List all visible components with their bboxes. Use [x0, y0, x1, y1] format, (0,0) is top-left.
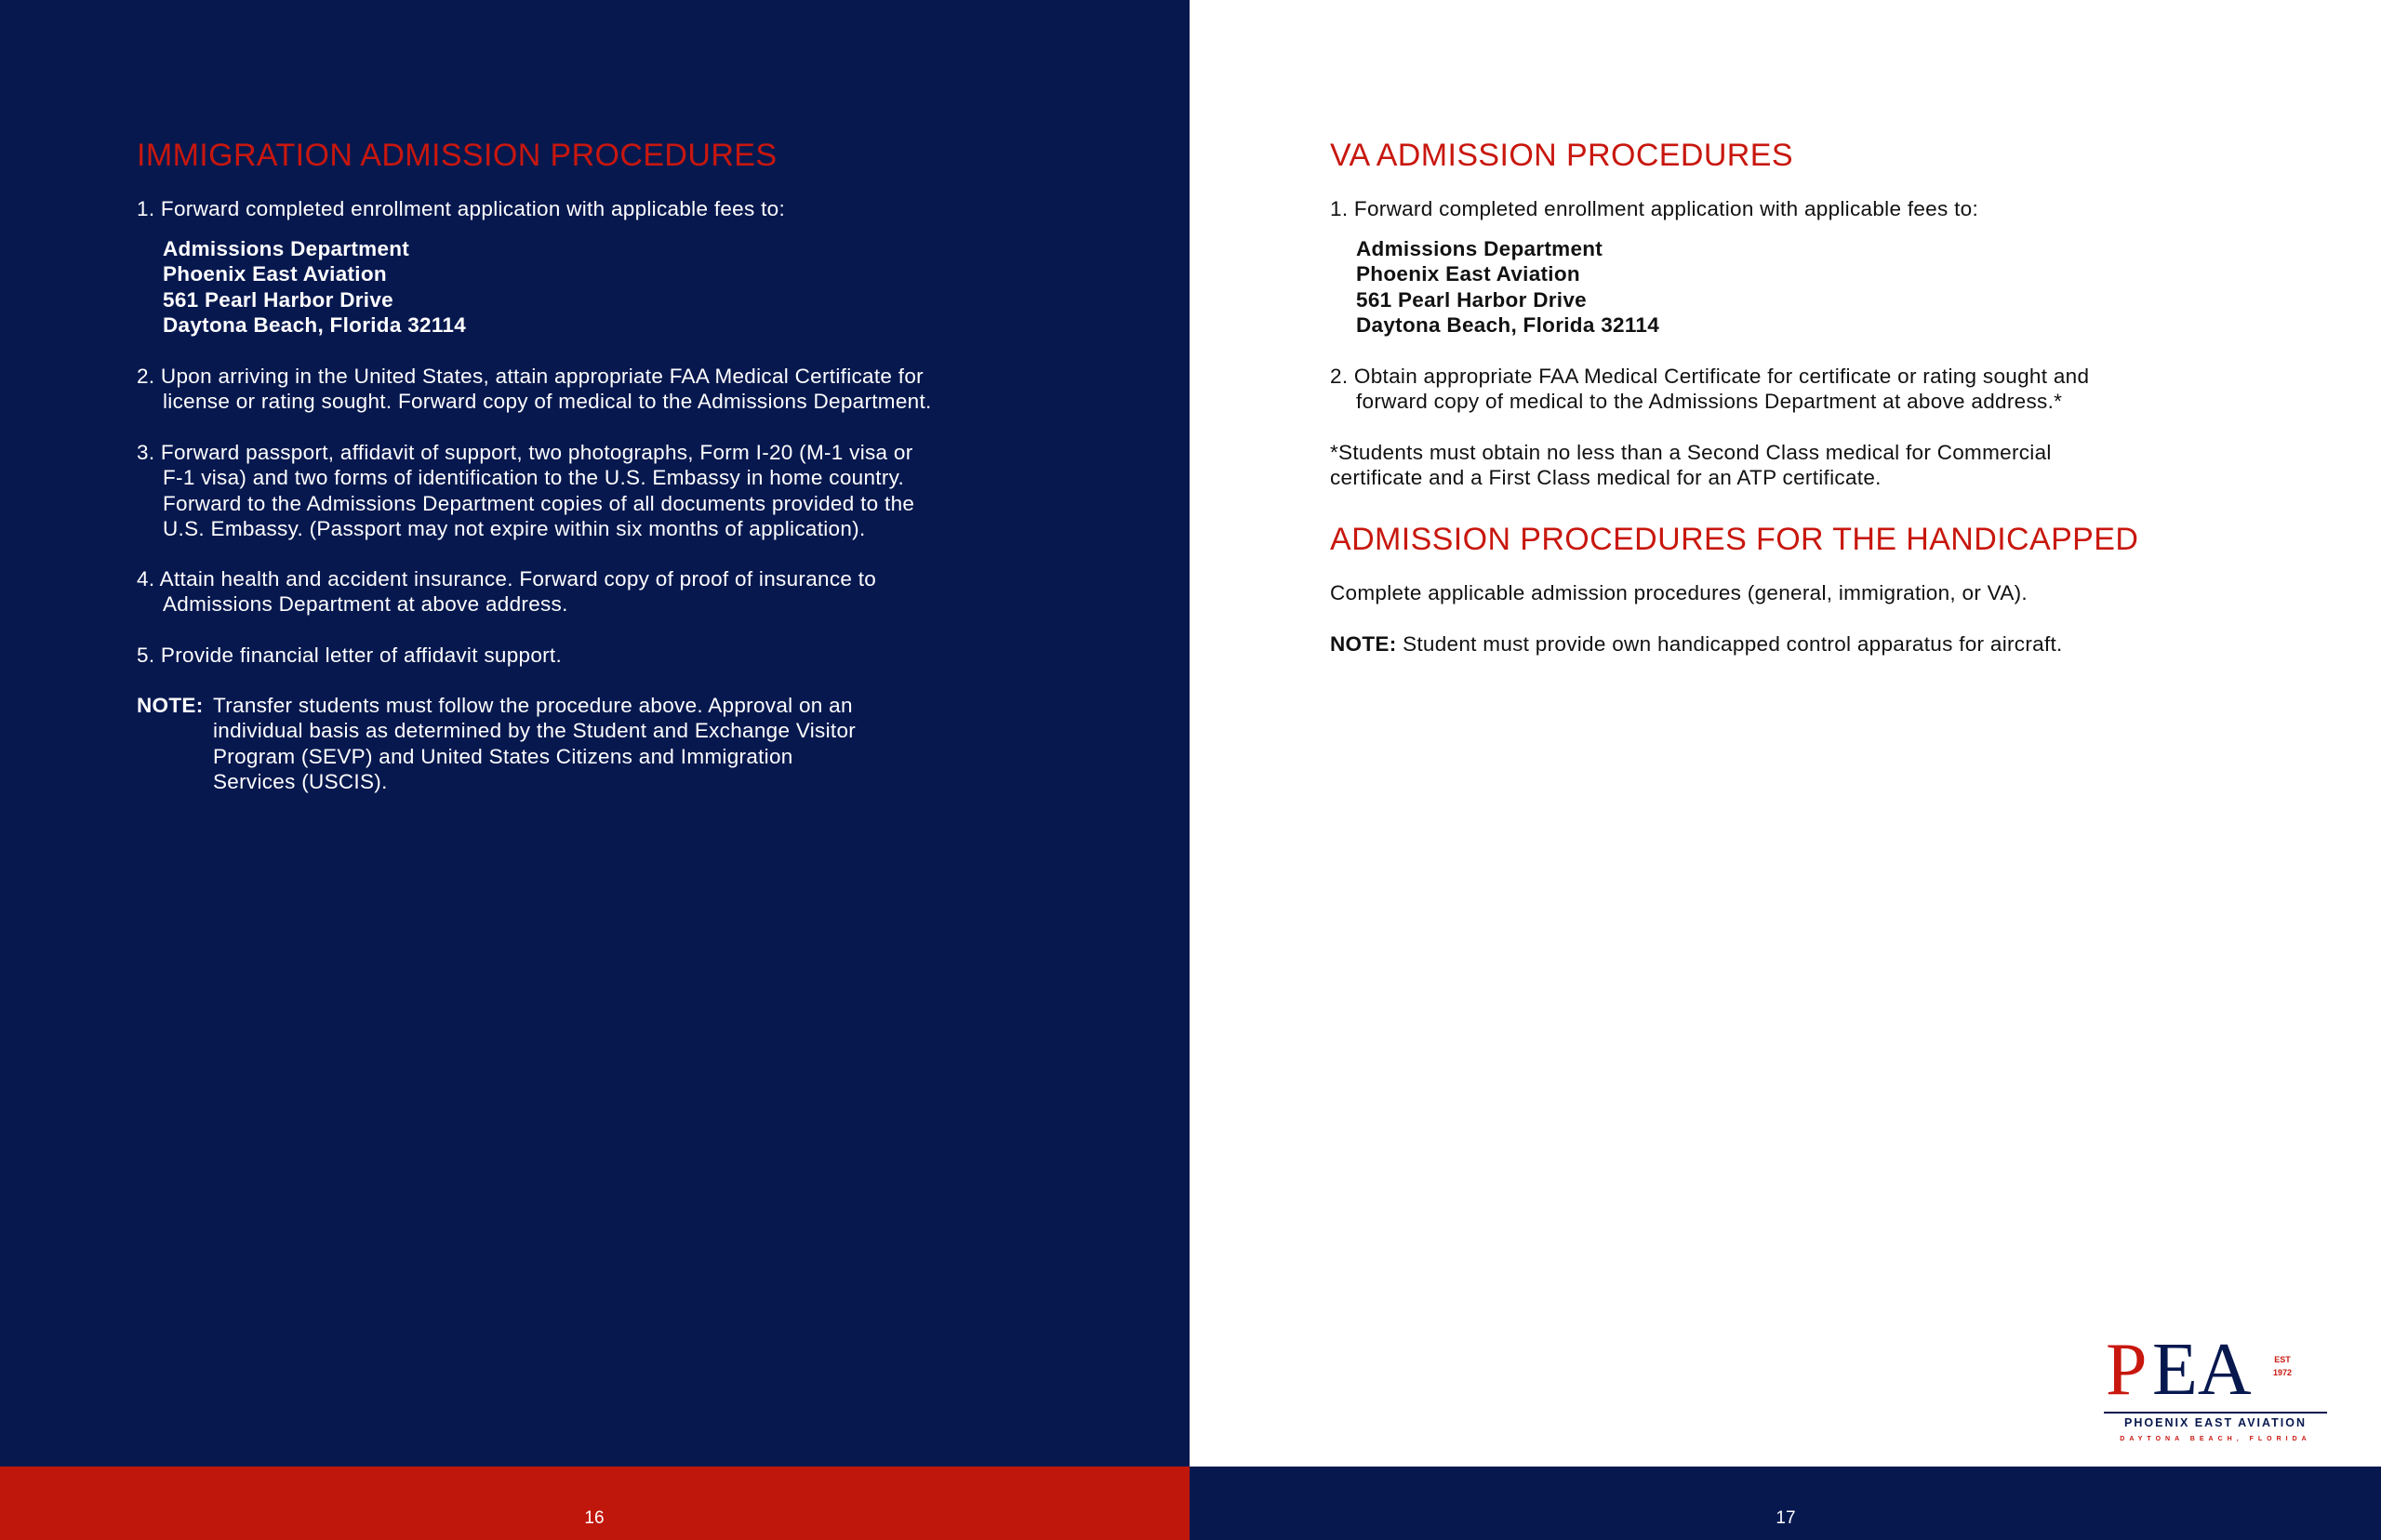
text-line: Services (USCIS). [213, 769, 388, 793]
logo-rule [2104, 1412, 2327, 1414]
text-line: 2. Obtain appropriate FAA Medical Certif… [1330, 365, 2090, 388]
address-line: Daytona Beach, Florida 32114 [1356, 312, 1660, 337]
text-line: Admissions Department at above address. [163, 592, 568, 617]
address-line: Phoenix East Aviation [163, 262, 387, 286]
logo-location: DAYTONA BEACH, FLORIDA [2120, 1436, 2310, 1442]
note-block: NOTE: Transfer students must follow the p… [137, 693, 856, 794]
logo-letter-p: P [2106, 1329, 2148, 1411]
logo-year: 1972 [2273, 1368, 2292, 1377]
logo-letters-ea: EA [2152, 1329, 2252, 1411]
va-heading: VA ADMISSION PROCEDURES [1330, 138, 1793, 173]
text-line: 2. Upon arriving in the United States, a… [137, 365, 924, 388]
item-4: 4. Attain health and accident insurance.… [137, 566, 876, 617]
logo-name: PHOENIX EAST AVIATION [2124, 1416, 2307, 1429]
footnote: *Students must obtain no less than a Sec… [1330, 440, 2052, 491]
address-line: Phoenix East Aviation [1356, 262, 1580, 286]
text-line: Transfer students must follow the proced… [213, 694, 853, 717]
address-block: Admissions Department Phoenix East Aviat… [1330, 236, 1659, 338]
address-block: Admissions Department Phoenix East Aviat… [137, 236, 466, 338]
text-line: individual basis as determined by the St… [213, 719, 857, 743]
note-block: NOTE: Student must provide own handicapp… [1330, 631, 2063, 657]
immigration-heading: IMMIGRATION ADMISSION PROCEDURES [137, 138, 778, 173]
note-label: NOTE: [1330, 632, 1397, 656]
address-line: 561 Pearl Harbor Drive [1356, 287, 1587, 312]
right-page: VA ADMISSION PROCEDURES 1. Forward compl… [1190, 0, 2381, 1467]
address-line: Daytona Beach, Florida 32114 [163, 312, 467, 337]
item-3: 3. Forward passport, affidavit of suppor… [137, 440, 914, 541]
note-text: Student must provide own handicapped con… [1403, 632, 2063, 656]
left-page: IMMIGRATION ADMISSION PROCEDURES 1. Forw… [0, 0, 1190, 1467]
handicapped-heading: ADMISSION PROCEDURES FOR THE HANDICAPPED [1330, 522, 2139, 557]
pea-logo: P EA EST 1972 PHOENIX EAST AVIATION DAYT… [2104, 1329, 2327, 1442]
left-footer-bar [0, 1467, 1190, 1540]
text-line: U.S. Embassy. (Passport may not expire w… [163, 516, 866, 540]
text-line: forward copy of medical to the Admission… [1356, 390, 2063, 414]
text-line: 3. Forward passport, affidavit of suppor… [137, 441, 913, 464]
text-line: certificate and a First Class medical fo… [1330, 466, 1882, 490]
text-line: Forward to the Admissions Department cop… [163, 491, 915, 515]
text-line: *Students must obtain no less than a Sec… [1330, 441, 2052, 464]
text-line: license or rating sought. Forward copy o… [163, 390, 932, 414]
right-footer-bar [1190, 1467, 2381, 1540]
item-1: 1. Forward completed enrollment applicat… [137, 197, 786, 220]
address-line: Admissions Department [163, 237, 410, 260]
logo-est: EST [2274, 1355, 2291, 1364]
address-line: Admissions Department [1356, 237, 1603, 260]
note-label: NOTE: [137, 694, 204, 717]
text-line: F-1 visa) and two forms of identificatio… [163, 466, 905, 490]
handicapped-paragraph: Complete applicable admission procedures… [1330, 581, 2028, 604]
page-number-right: 17 [1776, 1508, 1796, 1528]
page-number-left: 16 [584, 1508, 605, 1528]
item-2: 2. Upon arriving in the United States, a… [137, 364, 932, 415]
address-line: 561 Pearl Harbor Drive [163, 287, 393, 312]
item-5: 5. Provide financial letter of affidavit… [137, 644, 563, 667]
item-2: 2. Obtain appropriate FAA Medical Certif… [1330, 364, 2089, 415]
item-1: 1. Forward completed enrollment applicat… [1330, 197, 1979, 220]
text-line: Program (SEVP) and United States Citizen… [213, 744, 793, 768]
text-line: 4. Attain health and accident insurance.… [137, 567, 877, 591]
